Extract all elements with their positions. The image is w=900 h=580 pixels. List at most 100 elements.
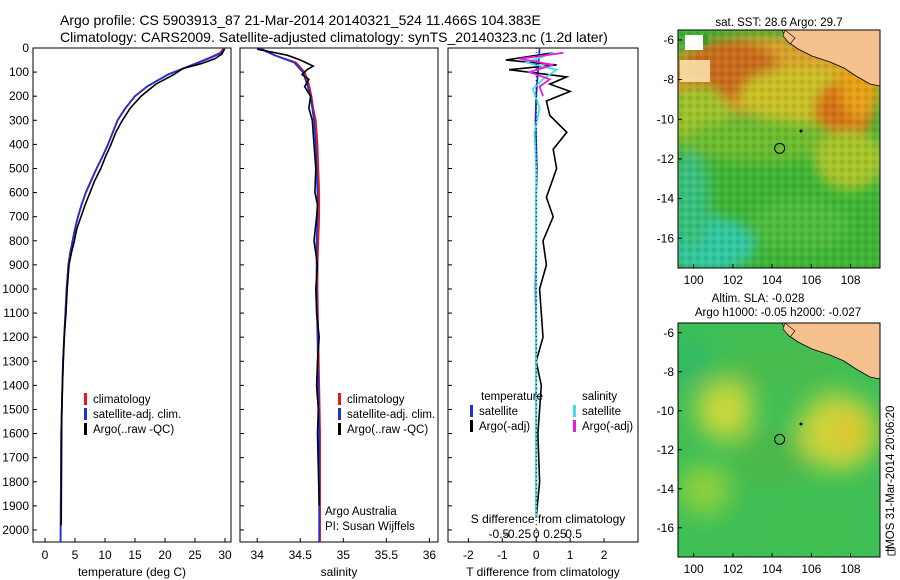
legend-label: satellite: [582, 406, 621, 418]
map-x-tick-label: 104: [762, 562, 782, 576]
salinity-frame: [239, 47, 439, 543]
map-x-tick-label: 108: [841, 273, 861, 287]
map-y-tick-label: -12: [657, 443, 675, 457]
imos-timestamp: IMOS 31-Mar-2014 20:06:20: [885, 406, 897, 552]
y-tick-label: 200: [9, 89, 29, 103]
x-axis-label: temperature (deg C): [78, 565, 186, 579]
x-tick-label: 34.5: [289, 548, 313, 562]
x-axis-label: T difference from climatology: [466, 565, 620, 579]
map-y-tick-label: -16: [657, 521, 675, 535]
y-tick-label: 1300: [2, 354, 29, 368]
map-y-tick-label: -14: [657, 192, 675, 206]
series-temperature-argo-adj-: [505, 52, 573, 518]
y-tick-label: 100: [9, 65, 29, 79]
series-salinity-satellite: [522, 51, 559, 518]
map-y-tick-label: -6: [663, 326, 674, 340]
y-tick-label: 500: [9, 161, 29, 175]
x-tick-label: 15: [128, 548, 142, 562]
s-tick-label: 0.5: [565, 527, 582, 541]
map-y-tick-label: -8: [663, 73, 674, 87]
series-salinity-argo-adj-: [519, 51, 564, 97]
map-y-tick-label: -8: [663, 365, 674, 379]
map-x-tick-label: 104: [762, 273, 782, 287]
legend-label: satellite-adj. clim.: [347, 409, 435, 421]
y-tick-label: 1800: [2, 475, 29, 489]
legend-swatch: [338, 393, 341, 405]
x-tick-label: 36: [423, 548, 437, 562]
y-tick-label: 0: [22, 41, 29, 55]
temperature-panel: 0 5 10 15 20 25 30 temperature (deg C) 0 100 200 30…: [2, 41, 232, 579]
legend-label: Argo(..raw -QC): [93, 424, 174, 436]
legend-swatch: [84, 393, 87, 405]
x-tick-label: 10: [98, 548, 112, 562]
map-y-tick-label: -16: [657, 231, 675, 245]
map-x-tick-label: 100: [684, 273, 704, 287]
sst-map-panel: sat. SST: 28.6 Argo: 29.7: [657, 17, 881, 287]
x-tick-label: 20: [158, 548, 172, 562]
x-tick-label: -1: [497, 548, 508, 562]
legend-label: Argo(-adj): [582, 421, 633, 433]
legend-label: climatology: [347, 394, 405, 406]
y-tick-label: 900: [9, 258, 29, 272]
x-tick-label: 35.5: [375, 548, 399, 562]
legend-swatch: [573, 405, 576, 417]
x-tick-label: 25: [188, 548, 202, 562]
legend-swatch: [84, 423, 87, 435]
map-x-tick-label: 106: [801, 562, 821, 576]
legend-label: satellite-adj. clim.: [93, 409, 181, 421]
x-tick-label: 0: [533, 548, 540, 562]
sst-argo-location-marker: [774, 142, 786, 154]
header-line-2: Climatology: CARS2009. Satellite-adjuste…: [60, 29, 608, 45]
series-argo-raw-qc-: [257, 48, 321, 506]
legend-label: Argo(-adj): [479, 421, 530, 433]
y-tick-label: 400: [9, 137, 29, 151]
sla-map-title-2: Argo h1000: -0.05 h2000: -0.027: [695, 307, 861, 319]
legend-swatch: [84, 408, 87, 420]
legend-label: satellite: [479, 406, 518, 418]
y-tick-label: 1200: [2, 330, 29, 344]
legend-swatch: [338, 408, 341, 420]
y-tick-label: 1900: [2, 499, 29, 513]
difference-panel: -2 -1 0 1 2 T difference from climatology -0.5…: [447, 47, 639, 579]
y-tick-label: 1100: [3, 306, 29, 320]
map-x-tick-label: 100: [684, 562, 704, 576]
y-tick-label: 300: [9, 113, 29, 127]
map-x-tick-label: 102: [723, 273, 743, 287]
y-tick-label: 600: [9, 186, 29, 200]
sst-map-title: sat. SST: 28.6 Argo: 29.7: [715, 17, 842, 29]
x-tick-label: 34: [251, 548, 265, 562]
s-tick-label: -0.5: [489, 527, 510, 541]
legend-swatch: [470, 405, 473, 417]
x-tick-label: 2: [601, 548, 608, 562]
map-y-tick-label: -6: [663, 33, 674, 47]
map-x-tick-label: 106: [801, 273, 821, 287]
x-tick-label: 5: [72, 548, 79, 562]
y-tick-label: 1000: [2, 282, 29, 296]
sla-argo-location-marker: [774, 433, 786, 445]
map-x-tick-label: 102: [723, 562, 743, 576]
annotation-pi: PI: Susan Wijffels: [325, 521, 415, 533]
map-x-tick-label: 108: [841, 562, 861, 576]
map-y-tick-label: -10: [657, 112, 675, 126]
y-tick-label: 1400: [2, 378, 29, 392]
x-tick-label: 1: [567, 548, 574, 562]
y-tick-label: 1500: [2, 402, 29, 416]
legend-label: Argo(..raw -QC): [347, 424, 428, 436]
sla-map-panel: Altim. SLA: -0.028 Argo h1000: -0.05 h20…: [657, 293, 881, 576]
salinity-panel: 34 34.5 35 35.5 36 salinity climatology satelli…: [239, 47, 439, 579]
y-tick-label: 1600: [2, 427, 29, 441]
s-tick-label: 0.25: [543, 527, 567, 541]
legend-label: climatology: [93, 394, 151, 406]
x-tick-label: 0: [42, 548, 49, 562]
sla-map-title-1: Altim. SLA: -0.028: [712, 293, 805, 305]
s-tick-label: -0.25: [504, 527, 532, 541]
header-line-1: Argo profile: CS 5903913_87 21-Mar-2014 …: [60, 12, 541, 28]
y-tick-label: 700: [9, 210, 29, 224]
y-tick-label: 2000: [2, 523, 29, 537]
differences-frame: [447, 47, 639, 543]
annotation-argo-australia: Argo Australia: [325, 506, 397, 518]
series-argo-raw-qc-: [60, 48, 226, 526]
map-y-tick-label: -12: [657, 152, 675, 166]
legend-temperature-title: temperature: [481, 391, 543, 403]
